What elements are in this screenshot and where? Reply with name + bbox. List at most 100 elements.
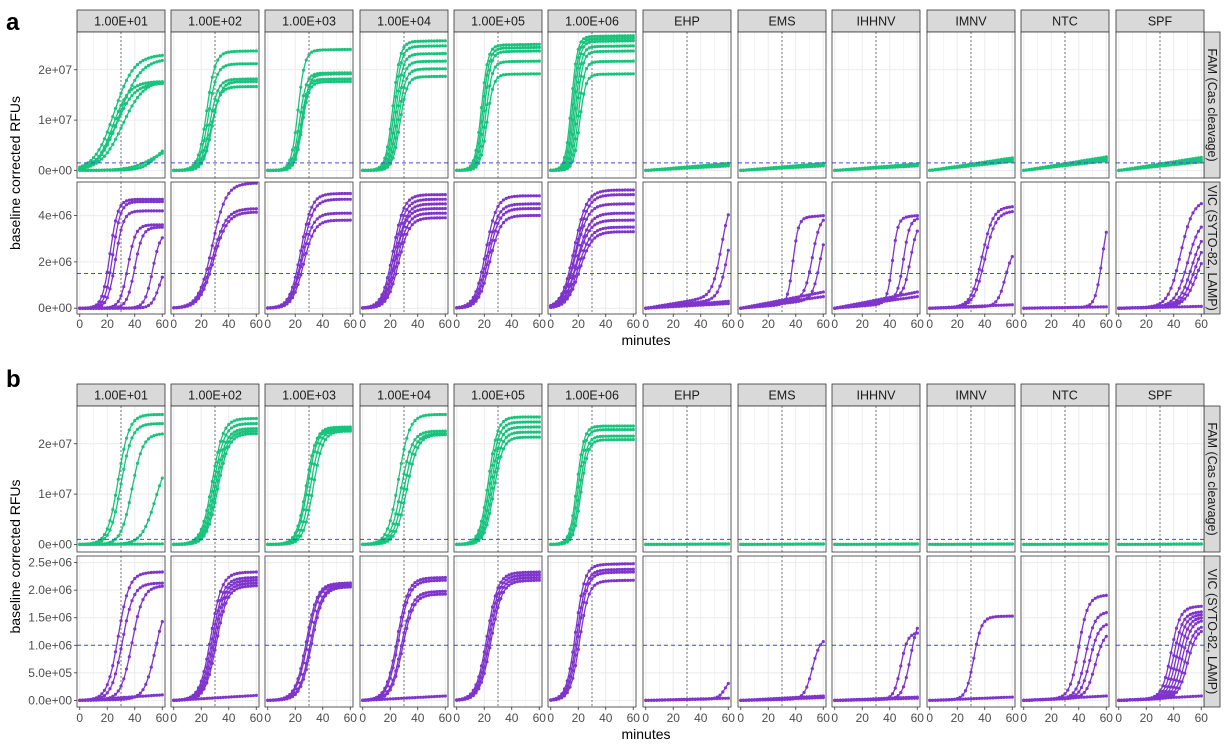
data-point [235, 423, 239, 427]
data-point [133, 210, 137, 214]
data-point [413, 68, 417, 72]
data-point [1180, 279, 1184, 283]
data-point [146, 209, 151, 213]
data-point [739, 306, 743, 310]
data-point [315, 436, 319, 440]
data-point [595, 39, 600, 44]
data-point [587, 212, 591, 216]
data-point [958, 165, 962, 169]
data-point [1010, 205, 1014, 209]
data-point [482, 281, 486, 285]
data-point [1180, 291, 1184, 295]
data-point [1196, 156, 1201, 160]
data-point [1082, 305, 1086, 309]
data-point [802, 288, 806, 293]
data-point [501, 198, 506, 202]
data-point [521, 415, 525, 419]
data-point [122, 168, 126, 172]
data-point [899, 219, 903, 223]
data-point [394, 136, 398, 140]
data-point [504, 429, 508, 433]
data-point [135, 416, 140, 420]
data-point [584, 38, 589, 43]
data-point [124, 78, 129, 82]
data-point [933, 168, 937, 172]
data-point [587, 46, 591, 50]
data-point [568, 276, 572, 280]
data-point [1077, 305, 1081, 309]
data-point [254, 49, 258, 53]
data-point [912, 238, 917, 242]
data-point [243, 427, 247, 431]
data-point [399, 113, 403, 117]
data-point [507, 427, 511, 431]
data-point [249, 77, 253, 81]
data-point [821, 290, 825, 294]
data-point [279, 168, 284, 172]
data-point [780, 300, 784, 304]
data-point [474, 165, 478, 169]
data-point [521, 43, 525, 47]
data-point [593, 425, 597, 429]
data-point [432, 74, 436, 79]
data-point [124, 214, 129, 219]
data-point [617, 434, 622, 438]
data-point [210, 479, 214, 484]
data-point [122, 542, 126, 546]
data-point [363, 306, 368, 310]
data-point [488, 511, 492, 515]
data-point [810, 215, 814, 219]
data-point [1169, 305, 1173, 309]
data-point [141, 305, 145, 310]
data-point [496, 62, 500, 66]
data-point [587, 428, 591, 432]
data-point [183, 542, 187, 546]
data-point [321, 432, 325, 436]
data-point [915, 290, 919, 294]
data-point [440, 412, 445, 417]
data-point [229, 78, 234, 82]
data-point [124, 95, 129, 99]
data-point [282, 542, 286, 546]
data-point [1166, 305, 1170, 309]
data-point [229, 50, 234, 54]
data-point [628, 211, 633, 215]
data-point [337, 197, 341, 201]
data-point [413, 76, 417, 80]
data-point [904, 278, 908, 282]
data-point [1093, 305, 1097, 309]
data-point [582, 209, 586, 213]
data-point [482, 274, 486, 278]
data-point [626, 36, 630, 40]
data-point [210, 489, 214, 494]
data-point [579, 248, 583, 252]
data-point [534, 194, 539, 198]
data-point [1128, 306, 1132, 310]
data-point [108, 136, 112, 140]
data-point [846, 304, 851, 308]
data-point [609, 424, 613, 428]
data-point [620, 39, 624, 43]
data-point [1010, 210, 1014, 214]
data-point [579, 40, 583, 44]
data-point [432, 429, 436, 433]
data-point [595, 234, 600, 238]
data-point [1199, 250, 1203, 255]
data-point [501, 221, 506, 225]
data-point [146, 303, 151, 308]
data-point [507, 43, 511, 47]
data-point [405, 201, 409, 205]
data-point [805, 165, 809, 169]
data-point [718, 302, 722, 306]
data-point [97, 542, 101, 546]
data-point [224, 224, 228, 228]
data-point [249, 432, 253, 436]
data-point [210, 75, 214, 79]
data-point [590, 430, 594, 434]
data-point [587, 35, 591, 39]
data-point [307, 90, 311, 94]
data-point [609, 193, 613, 197]
facet-label: IHHNV [857, 15, 897, 29]
data-point [593, 236, 597, 240]
data-point [620, 230, 624, 234]
